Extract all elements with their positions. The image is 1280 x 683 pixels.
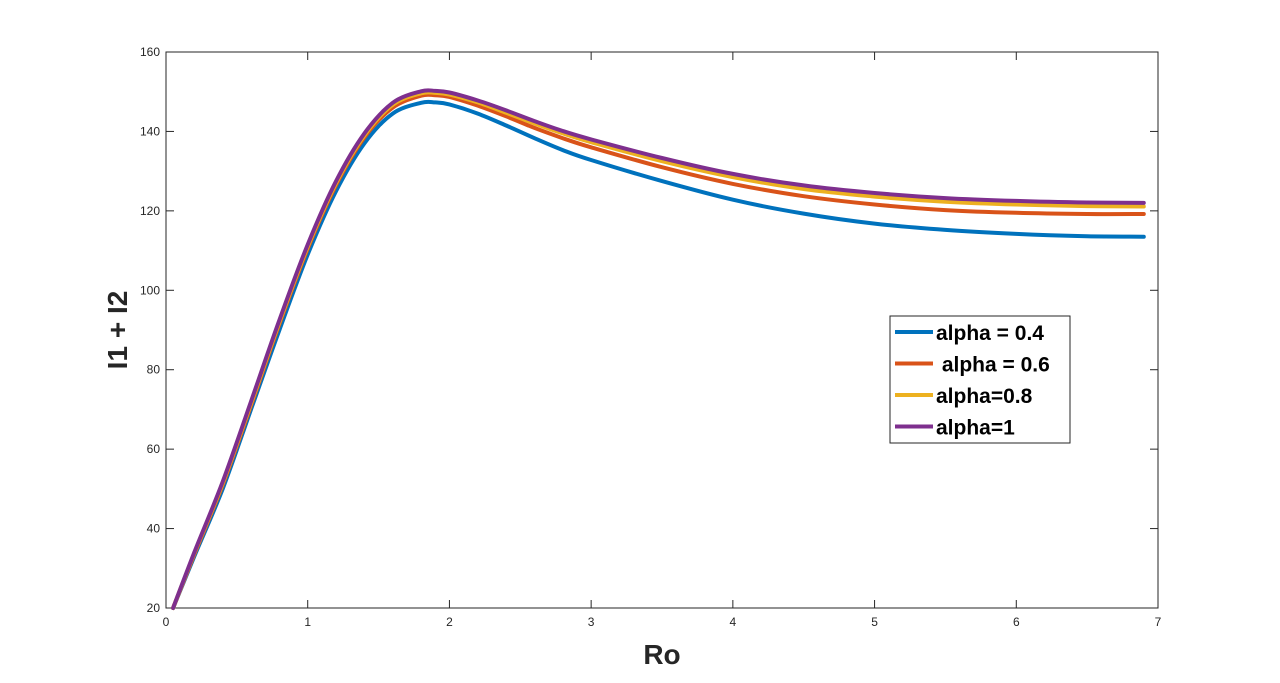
series-lines — [171, 88, 1146, 610]
x-tick-label: 6 — [1013, 615, 1020, 629]
x-tick-label: 7 — [1155, 615, 1162, 629]
y-tick-label: 100 — [140, 283, 160, 297]
legend-label-2: alpha = 0.6 — [936, 354, 1050, 377]
y-tick-label: 140 — [140, 124, 160, 138]
x-tick-label: 4 — [730, 615, 737, 629]
series-line-4 — [171, 88, 1146, 610]
legend-label-3: alpha=0.8 — [936, 385, 1033, 408]
x-axis-title: Ro — [643, 639, 680, 670]
legend-label-1: alpha = 0.4 — [936, 322, 1044, 345]
x-axis-ticks: 0 1 2 3 4 5 6 7 — [163, 52, 1162, 629]
x-tick-label: 3 — [588, 615, 595, 629]
x-tick-label: 1 — [304, 615, 311, 629]
y-tick-label: 20 — [147, 601, 161, 615]
x-tick-label: 2 — [446, 615, 453, 629]
legend-box — [889, 315, 1071, 444]
y-tick-label: 120 — [140, 204, 160, 218]
y-axis-ticks: 20 40 60 80 100 120 140 160 — [140, 45, 1158, 615]
y-tick-label: 40 — [147, 522, 161, 536]
y-axis-title: I1 + I2 — [102, 291, 133, 370]
x-tick-label: 5 — [871, 615, 878, 629]
y-tick-label: 160 — [140, 45, 160, 59]
x-tick-label: 0 — [163, 615, 170, 629]
legend-label-4: alpha=1 — [936, 417, 1015, 440]
y-tick-label: 60 — [147, 442, 161, 456]
y-tick-label: 80 — [147, 363, 161, 377]
legend: alpha = 0.4 alpha = 0.6 alpha=0.8 alpha=1 — [889, 315, 1071, 444]
